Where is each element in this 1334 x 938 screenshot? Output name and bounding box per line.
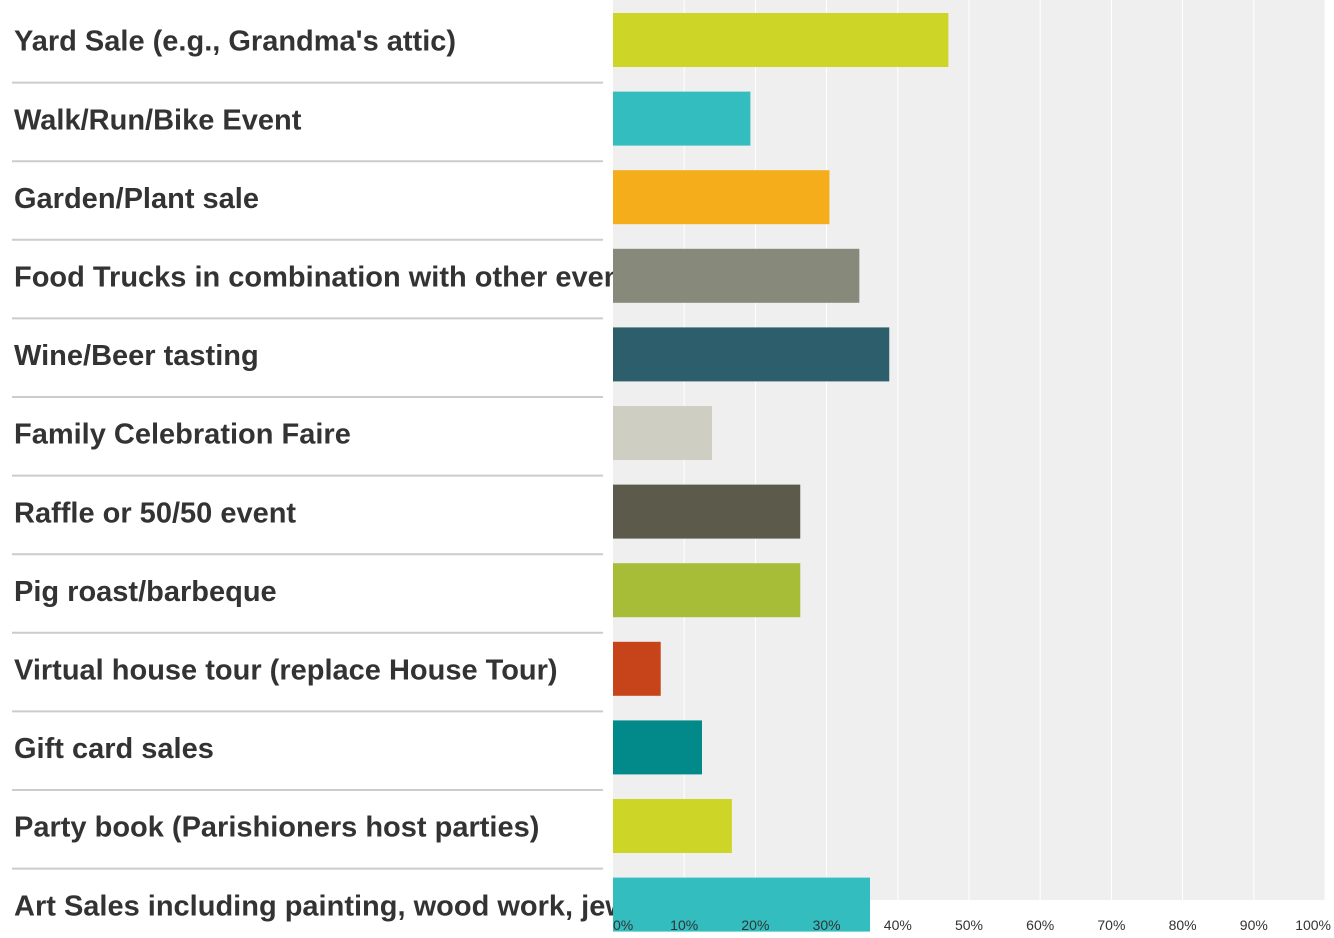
category-label: Garden/Plant sale: [14, 183, 259, 215]
category-label: Gift card sales: [14, 733, 214, 765]
bar: [613, 484, 801, 539]
category-label: Raffle or 50/50 event: [14, 497, 296, 529]
bar: [613, 563, 801, 618]
x-tick-label: 60%: [1026, 917, 1054, 933]
x-tick-label: 50%: [955, 917, 983, 933]
category-label: Walk/Run/Bike Event: [14, 104, 302, 136]
x-tick-label: 30%: [813, 917, 841, 933]
x-tick-label: 100%: [1295, 917, 1331, 933]
category-label: Wine/Beer tasting: [14, 340, 259, 372]
bar: [613, 641, 661, 696]
bar: [613, 91, 751, 146]
category-label: Pig roast/barbeque: [14, 576, 277, 608]
bar: [613, 406, 712, 460]
x-tick-label: 40%: [884, 917, 912, 933]
category-label: Yard Sale (e.g., Grandma's attic): [14, 26, 456, 58]
bar: [613, 327, 890, 382]
x-tick-label: 70%: [1097, 917, 1125, 933]
bar: [613, 13, 949, 67]
bar: [613, 720, 702, 775]
x-tick-label: 80%: [1169, 917, 1197, 933]
category-label: Food Trucks in combination with other ev…: [14, 261, 631, 293]
x-tick-label: 0%: [613, 917, 633, 933]
bar: [613, 877, 871, 932]
category-label: Family Celebration Faire: [14, 419, 351, 451]
x-tick-label: 20%: [741, 917, 769, 933]
bar: [613, 248, 860, 303]
category-label: Party book (Parishioners host parties): [14, 812, 539, 844]
category-label: Virtual house tour (replace House Tour): [14, 654, 558, 686]
x-tick-label: 90%: [1240, 917, 1268, 933]
x-tick-label: 10%: [670, 917, 698, 933]
bar: [613, 799, 732, 853]
bar: [613, 170, 830, 225]
